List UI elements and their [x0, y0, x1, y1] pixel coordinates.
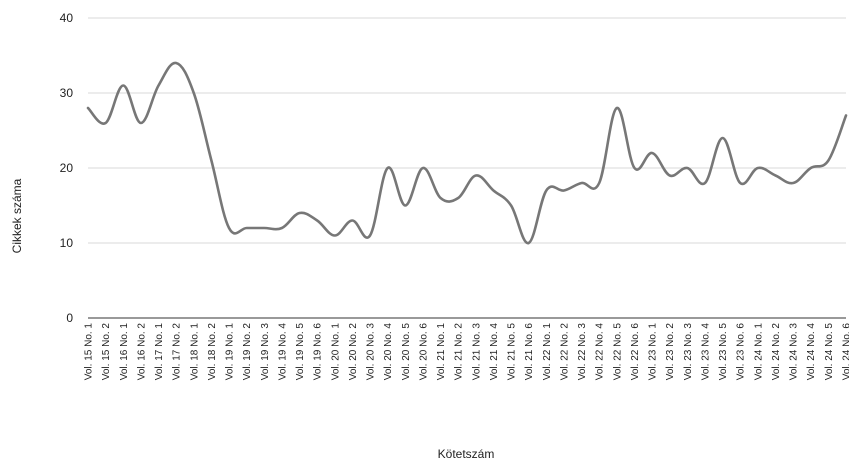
- x-tick-label: Vol. 21 No. 4: [489, 323, 500, 381]
- x-tick-label: Vol. 20 No. 6: [418, 323, 429, 381]
- x-tick-label: Vol. 23 No. 5: [718, 323, 729, 381]
- x-tick-label: Vol. 24 No. 4: [806, 323, 817, 381]
- x-tick-label: Vol. 16 No. 2: [136, 323, 147, 381]
- x-tick-label: Vol. 21 No. 1: [436, 323, 447, 381]
- series-line: [86, 61, 848, 245]
- x-tick-label: Vol. 24 No. 6: [842, 323, 849, 381]
- x-tick-label: Vol. 19 No. 6: [313, 323, 324, 381]
- x-tick-label: Vol. 20 No. 5: [401, 323, 412, 381]
- x-tick-label: Vol. 19 No. 4: [277, 323, 288, 381]
- x-tick-label: Vol. 24 No. 3: [789, 323, 800, 381]
- x-tick-label: Vol. 19 No. 3: [260, 323, 271, 381]
- grid-layer: [88, 17, 846, 244]
- x-tick-label: Vol. 15 No. 1: [84, 323, 95, 381]
- x-tick-label: Vol. 22 No. 6: [630, 323, 641, 381]
- label-layer: 0 10 20 30 40 Vol. 15 No. 1 Vol. 15 No. 2 Vol. …: [60, 11, 849, 380]
- x-tick-label: Vol. 20 No. 4: [383, 323, 394, 381]
- x-tick-label: Vol. 20 No. 1: [330, 323, 341, 381]
- x-tick-label: Vol. 22 No. 5: [612, 323, 623, 381]
- x-tick-label: Vol. 19 No. 5: [295, 323, 306, 381]
- y-tick-label: 30: [60, 86, 74, 100]
- x-tick-label: Vol. 19 No. 2: [242, 323, 253, 381]
- x-tick-label: Vol. 17 No. 1: [154, 323, 165, 381]
- y-tick-label: 0: [66, 311, 73, 325]
- x-tick-label: Vol. 23 No. 2: [665, 323, 676, 381]
- x-tick-label: Vol. 23 No. 6: [736, 323, 747, 381]
- x-tick-label: Vol. 18 No. 1: [189, 323, 200, 381]
- x-tick-label: Vol. 20 No. 3: [366, 323, 377, 381]
- x-tick-label: Vol. 15 No. 2: [101, 323, 112, 381]
- x-tick-label: Vol. 23 No. 3: [683, 323, 694, 381]
- series-layer: [86, 61, 848, 245]
- y-tick-label: 20: [60, 161, 74, 175]
- x-tick-label: Vol. 20 No. 2: [348, 323, 359, 381]
- x-tick-label: Vol. 23 No. 1: [648, 323, 659, 381]
- x-tick-label: Vol. 21 No. 3: [471, 323, 482, 381]
- y-tick-label: 10: [60, 236, 74, 250]
- x-tick-label: Vol. 22 No. 4: [595, 323, 606, 381]
- y-tick-label: 40: [60, 11, 74, 25]
- x-tick-label: Vol. 18 No. 2: [207, 323, 218, 381]
- x-tick-label: Vol. 22 No. 2: [559, 323, 570, 381]
- x-tick-label: Vol. 16 No. 1: [119, 323, 130, 381]
- x-tick-label: Vol. 24 No. 2: [771, 323, 782, 381]
- x-tick-label: Vol. 21 No. 5: [507, 323, 518, 381]
- x-tick-label: Vol. 22 No. 3: [577, 323, 588, 381]
- x-tick-label: Vol. 21 No. 2: [454, 323, 465, 381]
- x-tick-label: Vol. 19 No. 1: [225, 323, 236, 381]
- x-tick-label: Vol. 24 No. 1: [753, 323, 764, 381]
- x-tick-label: Vol. 21 No. 6: [524, 323, 535, 381]
- x-axis-title: Kötetszám: [438, 447, 495, 461]
- x-tick-label: Vol. 24 No. 5: [824, 323, 835, 381]
- y-axis-title: Cikkek száma: [10, 178, 24, 253]
- x-tick-label: Vol. 17 No. 2: [172, 323, 183, 381]
- x-tick-label: Vol. 22 No. 1: [542, 323, 553, 381]
- x-tick-label: Vol. 23 No. 4: [700, 323, 711, 381]
